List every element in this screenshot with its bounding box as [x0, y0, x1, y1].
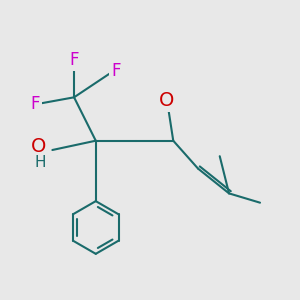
Text: F: F: [69, 51, 79, 69]
Text: F: F: [111, 62, 121, 80]
Text: H: H: [35, 155, 46, 170]
Text: O: O: [159, 91, 175, 110]
Text: O: O: [31, 137, 46, 156]
Text: F: F: [31, 94, 40, 112]
